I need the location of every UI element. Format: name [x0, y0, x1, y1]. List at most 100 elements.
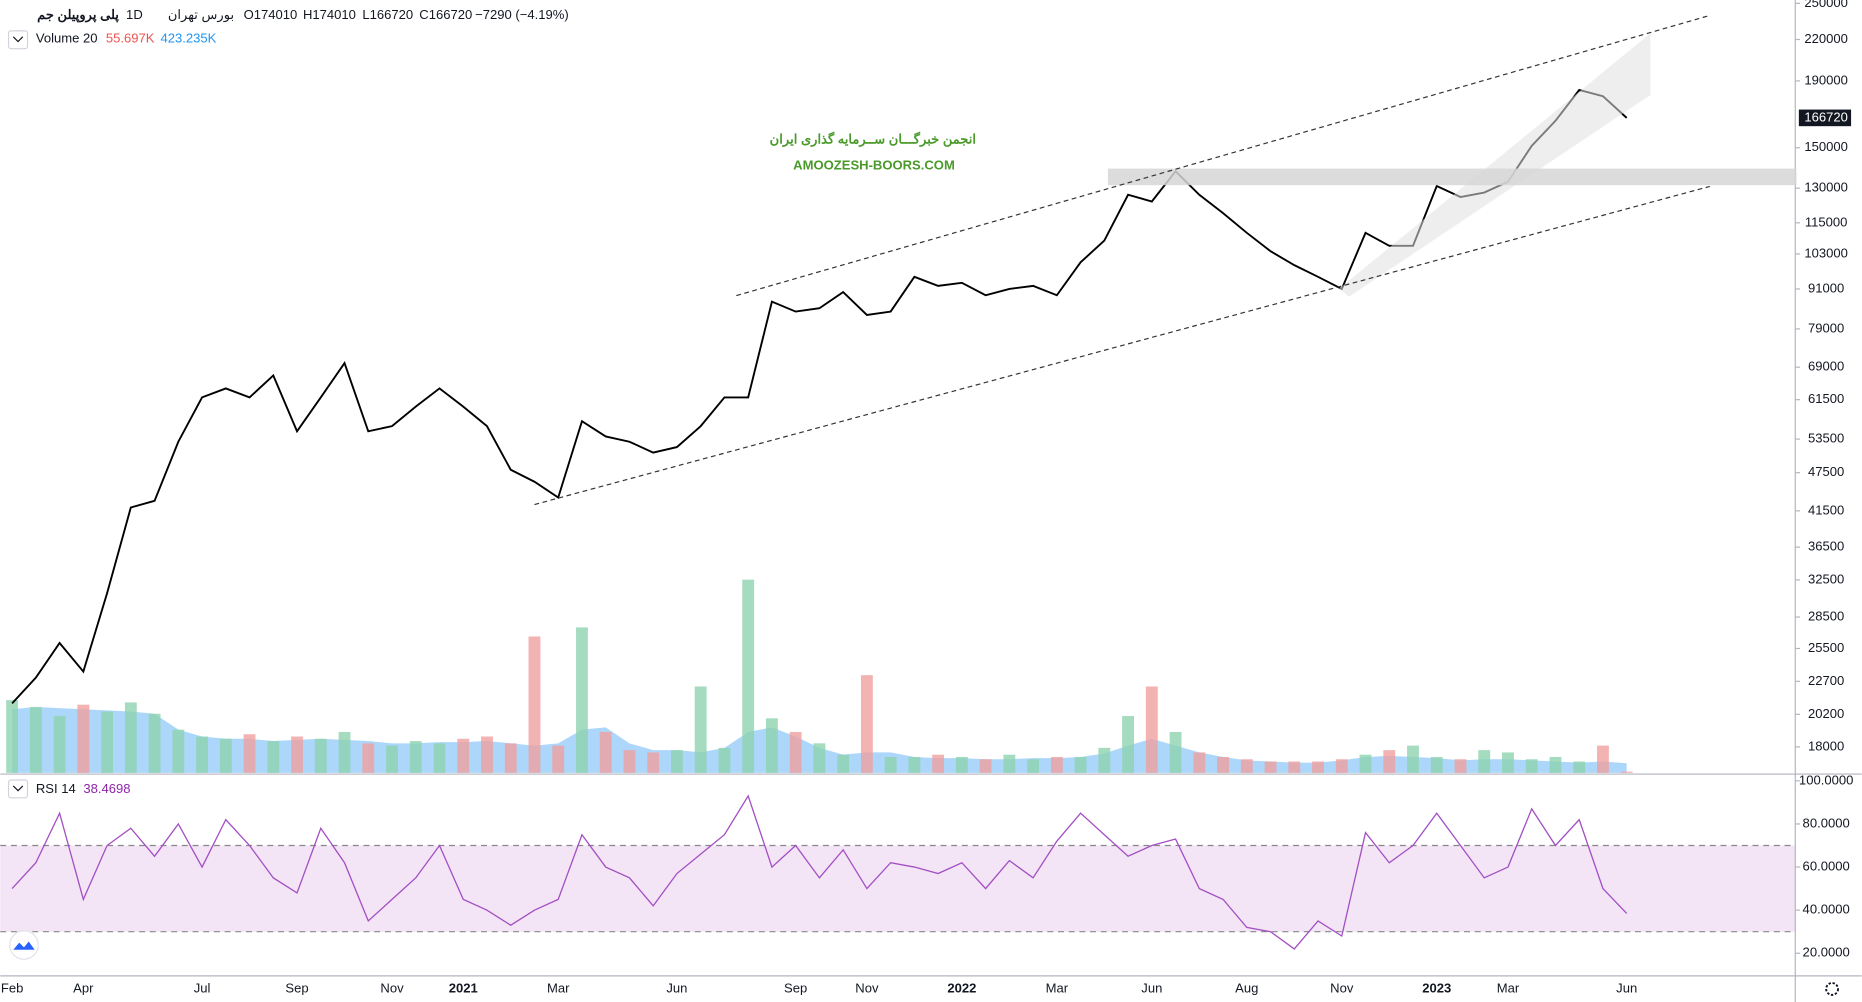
- ohlc-low: L166720: [362, 7, 413, 22]
- volume-bar: [1573, 761, 1586, 773]
- x-tick-label: Jun: [1141, 980, 1162, 995]
- volume-bar: [599, 731, 612, 773]
- logo-button[interactable]: [9, 930, 39, 960]
- y-tick-label: 36500: [1808, 539, 1844, 554]
- rsi-title: RSI 14: [36, 781, 76, 796]
- y-tick-label: 60.0000: [1803, 859, 1850, 874]
- volume-bar: [243, 734, 256, 773]
- volume-bar: [1407, 745, 1419, 773]
- x-tick-label: Nov: [380, 980, 404, 995]
- x-tick-label: Jul: [194, 980, 211, 995]
- volume-bar: [267, 741, 280, 773]
- volume-bar: [1074, 756, 1087, 773]
- volume-bar: [623, 750, 636, 773]
- volume-bar: [576, 627, 588, 773]
- y-tick-label: 20200: [1808, 706, 1844, 721]
- volume-bar: [1312, 761, 1324, 773]
- y-tick-label: 115000: [1805, 214, 1848, 229]
- volume-bar: [101, 711, 114, 773]
- y-tick-label: 32500: [1808, 571, 1844, 586]
- volume-bar: [1549, 756, 1562, 773]
- y-tick-label: 69000: [1808, 359, 1844, 374]
- volume-bar: [172, 729, 185, 773]
- ohlc-high: H174010: [303, 7, 356, 22]
- y-tick-label: 79000: [1808, 320, 1844, 335]
- volume-bar: [765, 718, 778, 773]
- resistance-zone: [1107, 168, 1797, 186]
- volume-bar: [1620, 771, 1633, 773]
- settings-button[interactable]: [1825, 982, 1839, 996]
- volume-bar: [813, 743, 826, 773]
- volume-bar: [1193, 752, 1206, 773]
- volume-bar: [77, 704, 90, 773]
- y-tick-label: 18000: [1808, 738, 1844, 753]
- y-tick-label: 20.0000: [1803, 945, 1850, 960]
- collapse-button[interactable]: [7, 30, 29, 50]
- x-tick-label: 2022: [947, 980, 976, 995]
- x-tick-label: 2021: [449, 980, 478, 995]
- volume-bar: [409, 741, 422, 773]
- volume-bar: [1240, 759, 1253, 773]
- y-tick-label: 28500: [1808, 608, 1844, 623]
- y-tick-label: 53500: [1808, 431, 1844, 446]
- logo-icon: [13, 941, 35, 950]
- volume-bar: [1145, 686, 1158, 773]
- volume-bar: [789, 731, 802, 773]
- rsi-line: [11, 794, 1628, 950]
- volume-bar: [1003, 754, 1016, 773]
- x-tick-label: Sep: [784, 980, 807, 995]
- volume-bar: [314, 738, 327, 773]
- y-tick-label: 100.0000: [1799, 772, 1853, 787]
- x-tick-label: Feb: [1, 980, 23, 995]
- volume-bar: [124, 702, 137, 773]
- chevron-icon: [12, 36, 24, 43]
- volume-bar: [6, 700, 19, 773]
- volume-bar: [457, 738, 470, 773]
- volume-bar: [1098, 747, 1111, 773]
- y-tick-label: 40.0000: [1803, 902, 1850, 917]
- volume-bar: [1050, 756, 1063, 773]
- channel-shade: [1339, 33, 1651, 297]
- ohlc-open: O174010: [244, 7, 298, 22]
- watermark-url: AMOOZESH-BOORS.COM: [793, 158, 955, 173]
- volume-bar: [1502, 752, 1514, 773]
- volume-bar: [386, 745, 398, 773]
- y-tick-label: 103000: [1804, 245, 1848, 260]
- volume-bar: [1597, 745, 1609, 773]
- collapse-button[interactable]: [7, 779, 29, 799]
- x-tick-label: Sep: [285, 980, 308, 995]
- x-tick-label: Nov: [1330, 980, 1354, 995]
- volume-bar: [647, 752, 660, 773]
- volume-bar: [362, 743, 375, 773]
- trendline-lower: [534, 185, 1710, 506]
- volume-bar: [433, 743, 446, 773]
- volume-bar: [1430, 756, 1443, 773]
- x-tick-label: Mar: [1046, 980, 1069, 995]
- volume-bar: [1169, 731, 1182, 773]
- y-tick-label: 190000: [1804, 72, 1848, 87]
- volume-bar: [932, 754, 945, 773]
- last-price-tag: [1798, 109, 1852, 127]
- volume-bar: [908, 756, 921, 773]
- x-tick-label: Nov: [855, 980, 879, 995]
- volume-bar: [1383, 750, 1396, 773]
- volume-value: 55.697K: [106, 31, 155, 46]
- y-tick-label: 220000: [1804, 31, 1848, 46]
- trendline-upper: [736, 14, 1710, 297]
- y-tick-label: 25500: [1808, 640, 1844, 655]
- volume-bar: [1122, 716, 1135, 773]
- rsi-band: [0, 845, 1796, 932]
- last-price-label: 166720: [1804, 109, 1848, 124]
- y-tick-label: 150000: [1804, 139, 1848, 154]
- volume-bar: [528, 636, 541, 773]
- volume-ma-value: 423.235K: [161, 31, 217, 46]
- volume-bar: [884, 756, 897, 773]
- price-line: [11, 88, 1628, 704]
- x-tick-label: Aug: [1235, 980, 1258, 995]
- volume-bar: [742, 579, 755, 773]
- y-tick-label: 91000: [1808, 280, 1844, 295]
- volume-bar: [504, 743, 517, 773]
- volume-bar: [1454, 759, 1467, 773]
